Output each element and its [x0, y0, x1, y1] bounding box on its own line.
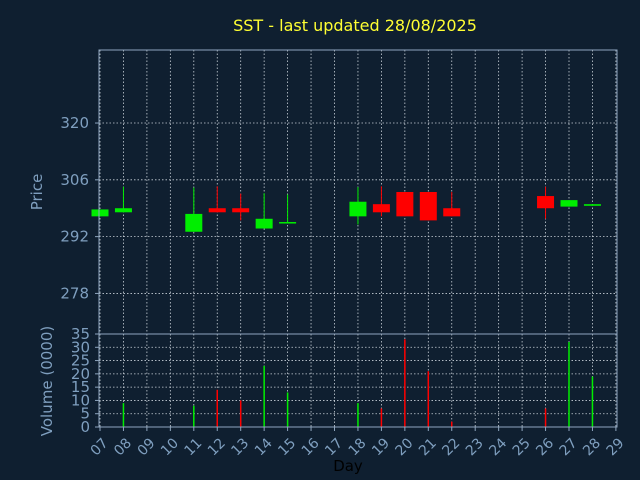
- volume-bar: [591, 376, 594, 427]
- volume-bar: [216, 389, 218, 427]
- volume-tick-label: 0: [80, 418, 90, 436]
- candle-body: [560, 200, 578, 207]
- price-axis: 278 292 306 320: [60, 114, 99, 302]
- candle-body: [255, 218, 273, 229]
- volume-tick-label: 35: [71, 325, 90, 343]
- volume-bar: [193, 405, 195, 427]
- candle-body: [372, 204, 390, 213]
- chart-title: SST - last updated 28/08/2025: [233, 16, 477, 35]
- candle: [232, 193, 250, 221]
- volume-bar: [544, 408, 547, 427]
- volume-bars: [122, 339, 594, 427]
- candle: [419, 192, 437, 221]
- price-tick-label: 278: [60, 284, 89, 302]
- volume-tick-label: 10: [71, 391, 90, 409]
- candle: [114, 186, 132, 213]
- price-tick-label: 320: [60, 114, 89, 132]
- volume-bar: [427, 371, 430, 427]
- volume-bar: [357, 403, 359, 427]
- candle-body: [232, 208, 250, 213]
- candle: [560, 200, 578, 207]
- candle-body: [208, 208, 226, 213]
- candle-body: [91, 209, 109, 217]
- candle: [91, 209, 109, 217]
- price-grid: [99, 50, 617, 334]
- volume-bar: [451, 421, 453, 427]
- volume-tick-label: 25: [71, 352, 90, 370]
- price-axis-label: Price: [28, 174, 46, 211]
- volume-bar: [404, 339, 406, 427]
- candle: [279, 194, 297, 224]
- candle: [443, 192, 461, 217]
- volume-bar: [286, 392, 289, 427]
- candle: [537, 186, 555, 219]
- candle: [396, 192, 414, 217]
- candle: [208, 186, 226, 213]
- candle: [185, 187, 203, 232]
- candle: [583, 204, 601, 206]
- candle-body: [583, 204, 601, 206]
- candle: [372, 186, 390, 217]
- volume-bar: [568, 341, 570, 427]
- volume-bar: [122, 403, 125, 427]
- candle-body: [279, 222, 297, 224]
- candle-body: [419, 192, 437, 221]
- day-axis-label: Day: [333, 457, 363, 475]
- volume-tick-label: 30: [71, 338, 90, 356]
- volume-axis-label: Volume (0000): [38, 326, 56, 436]
- price-candles: [91, 186, 601, 232]
- candle-body: [537, 196, 555, 209]
- volume-tick-label: 20: [71, 365, 90, 383]
- volume-tick-label: 5: [80, 405, 90, 423]
- volume-bar: [239, 400, 242, 427]
- day-axis: 07 08 09 10 11 12 13 14 15 16 17 18 19 20 21 22 23 24 25 26…: [88, 427, 628, 459]
- candle: [349, 187, 367, 225]
- volume-bar: [380, 408, 383, 427]
- candle-body: [349, 201, 367, 217]
- price-tick-label: 292: [60, 228, 89, 246]
- price-tick-label: 306: [60, 171, 89, 189]
- volume-tick-label: 15: [71, 378, 90, 396]
- candle-body: [185, 213, 203, 232]
- volume-bar: [263, 365, 265, 427]
- candle: [255, 193, 273, 229]
- candle-body: [443, 208, 461, 217]
- candle-body: [396, 192, 414, 217]
- candle-body: [114, 208, 132, 213]
